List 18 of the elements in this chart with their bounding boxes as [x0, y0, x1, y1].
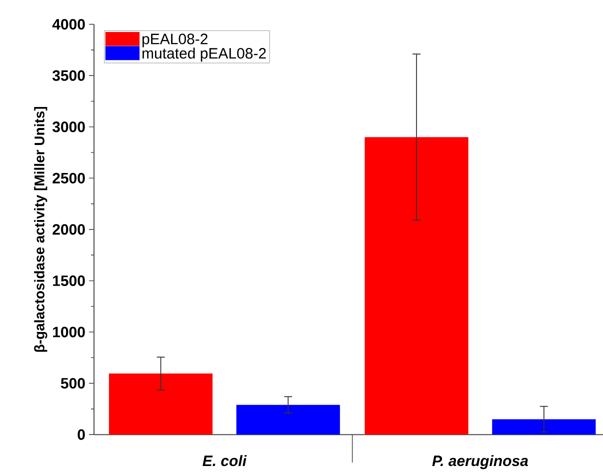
bar: [108, 374, 213, 435]
legend-label: pEAL08-2: [142, 34, 208, 48]
bar: [492, 419, 596, 435]
bar: [236, 404, 340, 435]
y-tick-label: 3000: [52, 122, 85, 132]
y-axis-title: β-galactosidase activity [Miller Units]: [34, 106, 48, 352]
y-tick-label: 2500: [52, 172, 85, 184]
y-tick-label: 500: [60, 378, 85, 389]
y-tick-label: 4000: [52, 18, 85, 30]
y-tick-label: 2000: [52, 224, 85, 235]
x-tick-label: P. aeruginosa: [432, 455, 528, 470]
x-tick-label: E. coli: [202, 455, 247, 466]
bar: [364, 137, 468, 435]
y-tick-label: 3500: [52, 70, 85, 81]
y-tick-label: 0: [78, 429, 85, 440]
y-tick-label: 1500: [53, 275, 85, 286]
legend-label: mutated pEAL08-2: [142, 48, 266, 62]
y-tick-label: 1000: [53, 326, 85, 338]
